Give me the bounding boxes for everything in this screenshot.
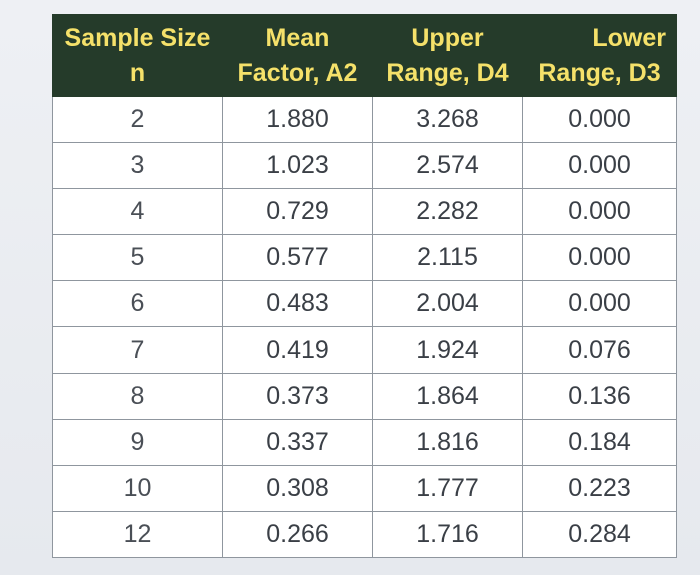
table-row: 12 0.266 1.716 0.284 xyxy=(52,510,677,559)
cell-n: 4 xyxy=(52,188,223,236)
cell-d3: 0.000 xyxy=(522,142,677,190)
cell-d4: 3.268 xyxy=(372,95,523,144)
cell-d4: 1.924 xyxy=(372,326,523,374)
cell-d3: 0.000 xyxy=(522,280,677,328)
header-sample-size: Sample Size xyxy=(52,14,223,56)
cell-n: 8 xyxy=(52,372,223,420)
cell-a2: 1.023 xyxy=(222,142,373,190)
cell-d3: 0.284 xyxy=(522,510,677,559)
table-row: 4 0.729 2.282 0.000 xyxy=(52,188,677,236)
cell-d4: 2.004 xyxy=(372,280,523,328)
cell-a2: 0.337 xyxy=(222,418,373,466)
table-row: 2 1.880 3.268 0.000 xyxy=(52,95,677,144)
table-row: 7 0.419 1.924 0.076 xyxy=(52,326,677,374)
header-lower: Lower xyxy=(522,14,677,56)
cell-a2: 0.729 xyxy=(222,188,373,236)
cell-d4: 2.115 xyxy=(372,234,523,282)
cell-n: 5 xyxy=(52,234,223,282)
cell-a2: 0.419 xyxy=(222,326,373,374)
header-mean: Mean xyxy=(222,14,373,56)
table-row: 5 0.577 2.115 0.000 xyxy=(52,234,677,282)
cell-a2: 0.483 xyxy=(222,280,373,328)
table-row: 3 1.023 2.574 0.000 xyxy=(52,142,677,190)
cell-d3: 0.223 xyxy=(522,464,677,512)
cell-a2: 0.373 xyxy=(222,372,373,420)
cell-d3: 0.184 xyxy=(522,418,677,466)
header-row-2: n Factor, A2 Range, D4 Range, D3 xyxy=(52,55,677,97)
cell-a2: 0.577 xyxy=(222,234,373,282)
cell-d3: 0.000 xyxy=(522,234,677,282)
cell-d3: 0.000 xyxy=(522,95,677,144)
control-chart-factors-table: Sample Size Mean Upper Lower n Factor, A… xyxy=(52,14,677,559)
table-row: 10 0.308 1.777 0.223 xyxy=(52,464,677,512)
cell-n: 9 xyxy=(52,418,223,466)
cell-n: 2 xyxy=(52,95,223,144)
cell-n: 12 xyxy=(52,510,223,559)
cell-n: 7 xyxy=(52,326,223,374)
cell-d4: 1.777 xyxy=(372,464,523,512)
cell-d3: 0.136 xyxy=(522,372,677,420)
cell-d3: 0.076 xyxy=(522,326,677,374)
cell-d4: 1.716 xyxy=(372,510,523,559)
cell-d4: 1.816 xyxy=(372,418,523,466)
header-row-1: Sample Size Mean Upper Lower xyxy=(52,14,677,56)
cell-n: 3 xyxy=(52,142,223,190)
cell-d3: 0.000 xyxy=(522,188,677,236)
table-row: 9 0.337 1.816 0.184 xyxy=(52,418,677,466)
table-row: 6 0.483 2.004 0.000 xyxy=(52,280,677,328)
header-upper: Upper xyxy=(372,14,523,56)
cell-d4: 2.282 xyxy=(372,188,523,236)
table-body: 2 1.880 3.268 0.000 3 1.023 2.574 0.000 … xyxy=(52,95,677,559)
cell-n: 10 xyxy=(52,464,223,512)
header-factor-a2: Factor, A2 xyxy=(222,55,373,97)
header-range-d3: Range, D3 xyxy=(522,55,677,97)
header-range-d4: Range, D4 xyxy=(372,55,523,97)
table-header: Sample Size Mean Upper Lower n Factor, A… xyxy=(52,14,677,97)
header-n: n xyxy=(52,55,223,97)
cell-d4: 2.574 xyxy=(372,142,523,190)
cell-a2: 0.266 xyxy=(222,510,373,559)
cell-n: 6 xyxy=(52,280,223,328)
table-row: 8 0.373 1.864 0.136 xyxy=(52,372,677,420)
cell-a2: 1.880 xyxy=(222,95,373,144)
cell-d4: 1.864 xyxy=(372,372,523,420)
cell-a2: 0.308 xyxy=(222,464,373,512)
